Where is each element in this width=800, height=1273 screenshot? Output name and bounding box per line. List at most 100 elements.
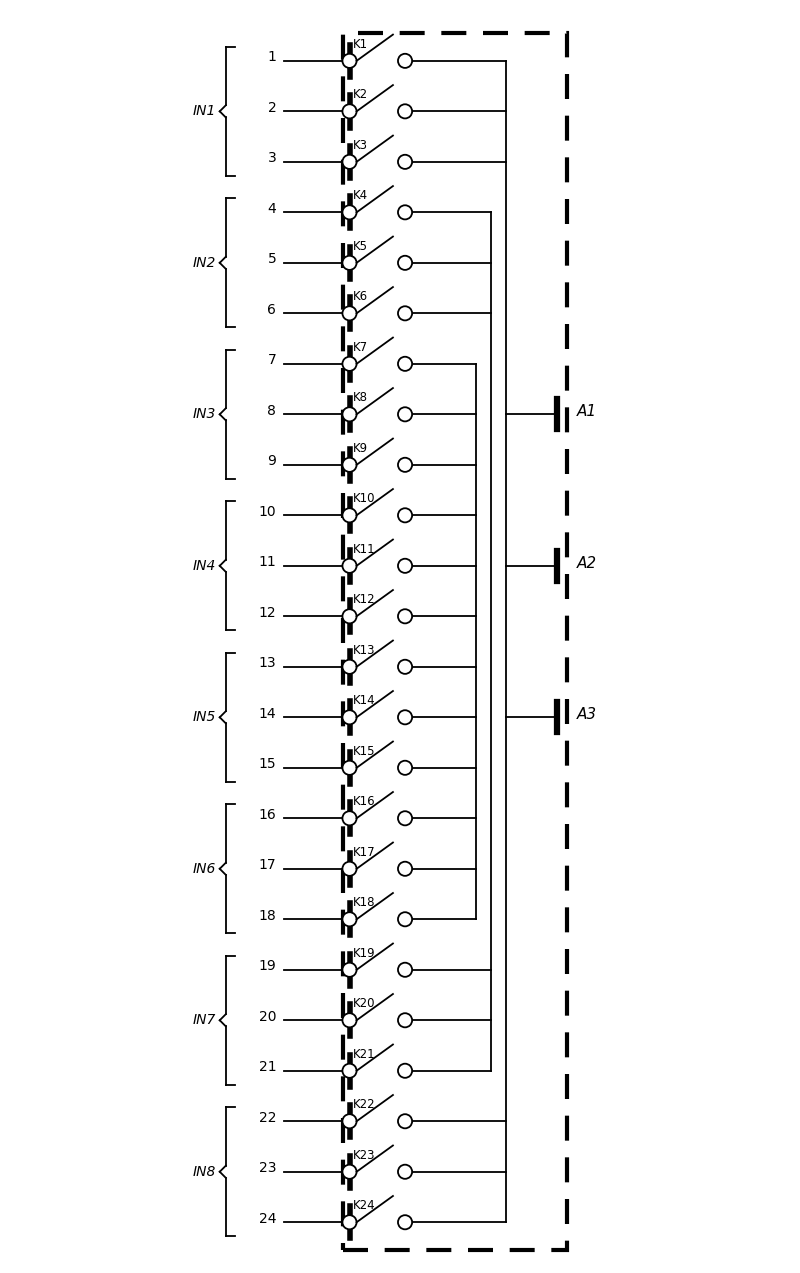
Circle shape [342, 407, 357, 421]
Circle shape [398, 155, 412, 169]
Text: IN2: IN2 [192, 256, 216, 270]
Text: 12: 12 [258, 606, 276, 620]
Text: K1: K1 [353, 38, 368, 51]
Text: 14: 14 [258, 707, 276, 721]
Circle shape [398, 256, 412, 270]
Text: K7: K7 [353, 341, 368, 354]
Circle shape [398, 862, 412, 876]
Text: K10: K10 [353, 493, 375, 505]
Text: 7: 7 [267, 354, 276, 368]
Bar [343, 33, 566, 1250]
Text: K21: K21 [353, 1048, 375, 1060]
Text: IN7: IN7 [192, 1013, 216, 1027]
Circle shape [342, 913, 357, 927]
Text: K14: K14 [353, 694, 375, 708]
Text: 6: 6 [267, 303, 276, 317]
Circle shape [398, 356, 412, 370]
Circle shape [398, 104, 412, 118]
Text: K23: K23 [353, 1148, 375, 1162]
Circle shape [342, 610, 357, 624]
Text: 5: 5 [267, 252, 276, 266]
Text: 21: 21 [258, 1060, 276, 1074]
Circle shape [342, 307, 357, 321]
Text: K8: K8 [353, 391, 367, 405]
Circle shape [398, 407, 412, 421]
Text: 22: 22 [258, 1111, 276, 1125]
Circle shape [398, 659, 412, 673]
Text: K16: K16 [353, 796, 375, 808]
Text: K13: K13 [353, 644, 375, 657]
Circle shape [342, 962, 357, 976]
Text: K4: K4 [353, 190, 368, 202]
Circle shape [342, 256, 357, 270]
Circle shape [398, 559, 412, 573]
Text: 16: 16 [258, 808, 276, 822]
Text: A2: A2 [577, 556, 597, 570]
Text: K18: K18 [353, 896, 375, 909]
Circle shape [342, 508, 357, 522]
Circle shape [342, 104, 357, 118]
Circle shape [342, 811, 357, 825]
Circle shape [342, 710, 357, 724]
Text: K19: K19 [353, 947, 375, 960]
Circle shape [342, 1064, 357, 1078]
Circle shape [342, 659, 357, 673]
Text: 15: 15 [258, 757, 276, 771]
Circle shape [342, 1114, 357, 1128]
Text: 19: 19 [258, 960, 276, 974]
Circle shape [342, 761, 357, 775]
Circle shape [398, 1013, 412, 1027]
Circle shape [398, 913, 412, 927]
Circle shape [398, 962, 412, 976]
Circle shape [398, 710, 412, 724]
Text: 10: 10 [258, 505, 276, 519]
Text: K11: K11 [353, 542, 375, 556]
Circle shape [342, 559, 357, 573]
Text: 13: 13 [258, 657, 276, 671]
Text: IN3: IN3 [192, 407, 216, 421]
Text: K2: K2 [353, 88, 368, 102]
Text: K9: K9 [353, 442, 368, 454]
Circle shape [398, 1114, 412, 1128]
Text: 18: 18 [258, 909, 276, 923]
Circle shape [342, 1165, 357, 1179]
Text: 1: 1 [267, 51, 276, 65]
Circle shape [342, 205, 357, 219]
Circle shape [342, 862, 357, 876]
Circle shape [398, 307, 412, 321]
Text: IN4: IN4 [192, 559, 216, 573]
Text: IN6: IN6 [192, 862, 216, 876]
Text: A1: A1 [577, 405, 597, 419]
Text: K6: K6 [353, 290, 368, 303]
Circle shape [398, 508, 412, 522]
Circle shape [398, 1216, 412, 1230]
Circle shape [342, 53, 357, 67]
Text: 20: 20 [258, 1009, 276, 1023]
Text: K22: K22 [353, 1099, 375, 1111]
Circle shape [398, 1064, 412, 1078]
Circle shape [398, 458, 412, 472]
Circle shape [342, 356, 357, 370]
Circle shape [398, 761, 412, 775]
Circle shape [398, 1165, 412, 1179]
Text: 24: 24 [258, 1212, 276, 1226]
Circle shape [342, 1216, 357, 1230]
Text: 17: 17 [258, 858, 276, 872]
Text: K3: K3 [353, 139, 367, 151]
Text: K24: K24 [353, 1199, 375, 1212]
Circle shape [398, 610, 412, 624]
Text: 23: 23 [258, 1161, 276, 1175]
Text: K5: K5 [353, 239, 367, 253]
Text: 2: 2 [267, 101, 276, 115]
Circle shape [398, 205, 412, 219]
Text: K20: K20 [353, 997, 375, 1011]
Text: 9: 9 [267, 454, 276, 468]
Circle shape [398, 811, 412, 825]
Text: IN1: IN1 [192, 104, 216, 118]
Text: A3: A3 [577, 708, 597, 722]
Text: K17: K17 [353, 845, 375, 859]
Text: K12: K12 [353, 593, 375, 606]
Text: 4: 4 [267, 202, 276, 216]
Text: IN5: IN5 [192, 710, 216, 724]
Circle shape [342, 458, 357, 472]
